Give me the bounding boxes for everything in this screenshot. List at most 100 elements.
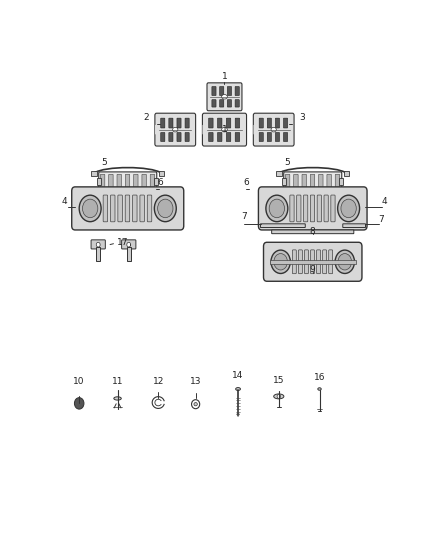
Ellipse shape xyxy=(274,394,284,399)
FancyBboxPatch shape xyxy=(241,125,244,134)
Bar xyxy=(276,171,282,175)
FancyBboxPatch shape xyxy=(304,250,308,273)
FancyBboxPatch shape xyxy=(286,174,290,188)
Text: 6: 6 xyxy=(244,178,249,187)
FancyBboxPatch shape xyxy=(103,195,108,222)
Circle shape xyxy=(158,199,173,217)
Bar xyxy=(97,178,102,184)
Circle shape xyxy=(335,250,354,273)
FancyBboxPatch shape xyxy=(140,195,145,222)
FancyBboxPatch shape xyxy=(72,187,184,230)
FancyBboxPatch shape xyxy=(161,118,165,128)
FancyBboxPatch shape xyxy=(284,172,342,191)
FancyBboxPatch shape xyxy=(202,125,205,134)
FancyBboxPatch shape xyxy=(259,133,263,142)
FancyBboxPatch shape xyxy=(177,118,181,128)
Text: 16: 16 xyxy=(314,373,325,382)
FancyBboxPatch shape xyxy=(267,118,272,128)
Polygon shape xyxy=(237,414,240,416)
Bar xyxy=(159,171,164,175)
Text: 4: 4 xyxy=(61,197,67,206)
Text: 7: 7 xyxy=(241,212,247,221)
Text: 1: 1 xyxy=(222,125,227,134)
FancyBboxPatch shape xyxy=(219,100,224,107)
Circle shape xyxy=(74,398,84,409)
Circle shape xyxy=(338,195,360,222)
Text: 4: 4 xyxy=(382,197,388,206)
FancyBboxPatch shape xyxy=(92,188,164,192)
Text: 1: 1 xyxy=(222,72,227,81)
FancyBboxPatch shape xyxy=(297,195,301,222)
FancyBboxPatch shape xyxy=(254,125,256,134)
FancyBboxPatch shape xyxy=(311,195,314,222)
FancyBboxPatch shape xyxy=(99,172,157,191)
FancyBboxPatch shape xyxy=(169,118,173,128)
FancyBboxPatch shape xyxy=(207,83,242,111)
FancyBboxPatch shape xyxy=(226,133,231,142)
FancyBboxPatch shape xyxy=(283,118,288,128)
FancyBboxPatch shape xyxy=(208,133,213,142)
FancyBboxPatch shape xyxy=(235,118,240,128)
FancyBboxPatch shape xyxy=(283,133,288,142)
Text: 2: 2 xyxy=(144,113,149,122)
FancyBboxPatch shape xyxy=(147,195,152,222)
FancyBboxPatch shape xyxy=(208,118,213,128)
FancyBboxPatch shape xyxy=(318,174,323,188)
FancyBboxPatch shape xyxy=(134,174,138,188)
Circle shape xyxy=(96,243,100,247)
FancyBboxPatch shape xyxy=(253,113,294,146)
Ellipse shape xyxy=(194,402,197,406)
Ellipse shape xyxy=(222,94,227,99)
FancyBboxPatch shape xyxy=(276,133,279,142)
FancyBboxPatch shape xyxy=(327,174,331,188)
FancyBboxPatch shape xyxy=(191,125,193,134)
FancyBboxPatch shape xyxy=(91,240,105,249)
FancyBboxPatch shape xyxy=(258,187,367,230)
Bar xyxy=(96,247,100,262)
Text: 9: 9 xyxy=(310,265,316,274)
FancyBboxPatch shape xyxy=(185,118,189,128)
Bar xyxy=(91,171,96,175)
Text: 13: 13 xyxy=(190,377,201,386)
Ellipse shape xyxy=(318,388,321,390)
Circle shape xyxy=(277,394,280,399)
FancyBboxPatch shape xyxy=(294,174,298,188)
Text: 5: 5 xyxy=(101,158,107,167)
Text: 15: 15 xyxy=(273,376,285,385)
Bar xyxy=(344,171,350,175)
FancyBboxPatch shape xyxy=(277,188,349,192)
Ellipse shape xyxy=(271,127,276,132)
FancyBboxPatch shape xyxy=(133,195,137,222)
Circle shape xyxy=(154,195,176,222)
FancyBboxPatch shape xyxy=(304,195,308,222)
Ellipse shape xyxy=(236,387,240,391)
Circle shape xyxy=(269,199,285,217)
Ellipse shape xyxy=(222,127,227,132)
FancyBboxPatch shape xyxy=(317,195,321,222)
Circle shape xyxy=(271,250,290,273)
FancyBboxPatch shape xyxy=(125,174,130,188)
Text: 14: 14 xyxy=(233,371,244,380)
Circle shape xyxy=(274,254,287,270)
Circle shape xyxy=(341,199,356,217)
Bar xyxy=(270,260,356,264)
FancyBboxPatch shape xyxy=(235,86,239,95)
FancyBboxPatch shape xyxy=(117,174,121,188)
Ellipse shape xyxy=(114,397,121,400)
Text: 7: 7 xyxy=(378,215,384,224)
FancyBboxPatch shape xyxy=(212,100,216,107)
Circle shape xyxy=(79,195,101,222)
Text: 3: 3 xyxy=(300,113,305,122)
FancyBboxPatch shape xyxy=(202,113,247,146)
FancyBboxPatch shape xyxy=(343,224,366,228)
Text: 10: 10 xyxy=(74,377,85,386)
Text: 6: 6 xyxy=(157,178,163,187)
FancyBboxPatch shape xyxy=(276,118,279,128)
FancyBboxPatch shape xyxy=(331,195,335,222)
FancyBboxPatch shape xyxy=(290,195,294,222)
FancyBboxPatch shape xyxy=(267,133,272,142)
FancyBboxPatch shape xyxy=(219,86,224,95)
FancyBboxPatch shape xyxy=(289,125,292,134)
FancyBboxPatch shape xyxy=(142,174,146,188)
Text: 17: 17 xyxy=(117,238,128,247)
